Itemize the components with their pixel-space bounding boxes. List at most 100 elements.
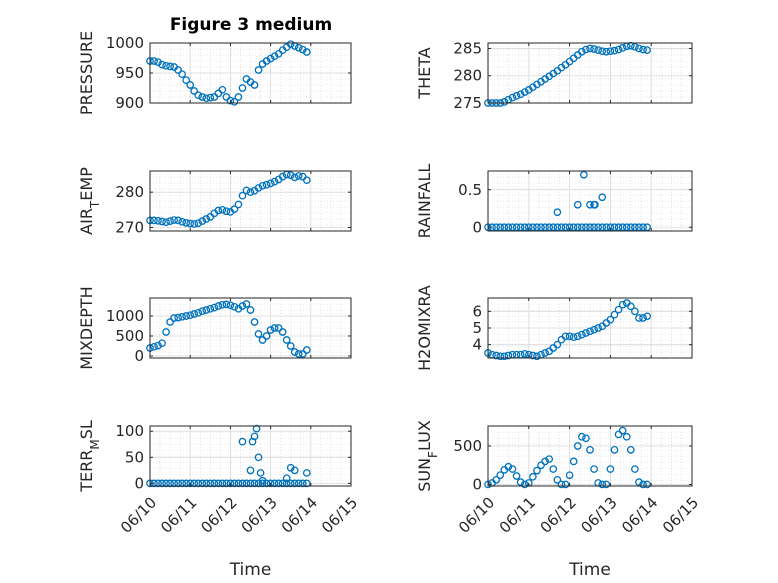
data-point bbox=[606, 47, 615, 56]
data-point bbox=[298, 45, 307, 54]
data-point bbox=[286, 40, 295, 49]
data-point bbox=[577, 432, 586, 441]
data-point bbox=[557, 223, 566, 232]
data-point bbox=[194, 479, 203, 488]
data-point bbox=[214, 206, 223, 215]
data-point bbox=[631, 223, 639, 232]
data-point bbox=[198, 479, 207, 488]
data-point bbox=[254, 184, 263, 192]
data-point bbox=[598, 193, 607, 202]
data-point bbox=[246, 306, 255, 314]
data-point bbox=[242, 300, 251, 308]
data-point bbox=[166, 318, 174, 326]
data-point bbox=[492, 223, 501, 232]
data-point bbox=[250, 318, 259, 326]
x-tick-label: 06/13 bbox=[238, 494, 281, 537]
data-point bbox=[198, 93, 207, 101]
data-point bbox=[218, 85, 227, 94]
data-point bbox=[537, 350, 545, 359]
data-point bbox=[258, 479, 267, 488]
data-point bbox=[622, 432, 631, 441]
data-point bbox=[516, 478, 525, 487]
data-point bbox=[230, 479, 239, 488]
data-point bbox=[586, 445, 594, 454]
data-point bbox=[202, 215, 211, 223]
x-axis-label: Time bbox=[229, 560, 272, 580]
data-point bbox=[206, 479, 215, 488]
data-point bbox=[302, 479, 311, 488]
data-point bbox=[250, 81, 259, 89]
data-point bbox=[553, 208, 562, 217]
data-point bbox=[594, 46, 603, 54]
data-point bbox=[278, 172, 287, 181]
data-point bbox=[214, 89, 223, 98]
data-point bbox=[150, 342, 158, 351]
data-point bbox=[230, 302, 239, 311]
data-point bbox=[598, 223, 607, 232]
data-point bbox=[250, 479, 259, 488]
data-point bbox=[226, 96, 235, 105]
data-point bbox=[190, 87, 199, 95]
data-point bbox=[500, 223, 509, 232]
y-tick-label: 0 bbox=[134, 347, 144, 365]
data-point bbox=[573, 332, 582, 341]
data-point bbox=[166, 62, 174, 71]
data-point bbox=[533, 352, 541, 361]
data-point bbox=[602, 47, 611, 56]
data-point bbox=[250, 432, 259, 441]
y-label-subscript: F bbox=[426, 451, 440, 458]
data-point bbox=[553, 475, 562, 484]
data-point bbox=[561, 332, 570, 341]
data-point bbox=[298, 172, 307, 181]
y-tick-label: 285 bbox=[453, 39, 482, 57]
data-point bbox=[238, 479, 247, 488]
data-point bbox=[582, 434, 590, 443]
data-point bbox=[238, 302, 247, 310]
data-point bbox=[182, 219, 191, 227]
data-point bbox=[258, 336, 267, 344]
data-point bbox=[154, 341, 162, 350]
data-point bbox=[504, 223, 513, 232]
data-point bbox=[602, 480, 611, 489]
data-point bbox=[504, 462, 513, 471]
axes-box bbox=[487, 170, 693, 232]
data-point bbox=[266, 326, 275, 334]
y-label-subscript: T bbox=[88, 200, 102, 209]
data-point bbox=[573, 442, 582, 450]
data-point bbox=[194, 91, 203, 100]
y-tick-label: 5 bbox=[472, 319, 482, 337]
data-point bbox=[496, 471, 505, 480]
data-point bbox=[580, 170, 588, 179]
data-point bbox=[635, 314, 643, 322]
data-point bbox=[302, 346, 311, 354]
axes-box bbox=[149, 425, 352, 487]
data-point bbox=[178, 479, 187, 488]
data-point bbox=[218, 205, 227, 214]
data-point bbox=[254, 66, 263, 74]
data-point bbox=[174, 313, 182, 322]
data-point bbox=[174, 479, 182, 488]
y-axis-label: AIRTEMP bbox=[77, 167, 102, 235]
x-tick-label: 06/14 bbox=[618, 494, 661, 537]
data-point bbox=[166, 217, 174, 225]
data-point bbox=[154, 58, 162, 67]
data-point bbox=[541, 223, 549, 232]
data-point bbox=[553, 340, 562, 349]
data-point bbox=[202, 479, 211, 488]
data-point bbox=[226, 301, 235, 310]
data-point bbox=[520, 223, 529, 232]
axes-rainfall: 0 0.5 RAINFALL bbox=[415, 164, 693, 238]
data-point bbox=[270, 479, 279, 488]
data-point bbox=[577, 47, 586, 56]
data-point bbox=[190, 310, 199, 318]
data-point bbox=[174, 66, 182, 74]
data-point bbox=[182, 479, 191, 488]
data-point bbox=[206, 304, 215, 313]
data-point bbox=[274, 479, 283, 488]
data-point bbox=[234, 479, 243, 488]
data-point bbox=[186, 81, 195, 89]
data-point bbox=[614, 45, 623, 54]
data-point bbox=[290, 42, 299, 50]
data-point bbox=[594, 479, 603, 487]
